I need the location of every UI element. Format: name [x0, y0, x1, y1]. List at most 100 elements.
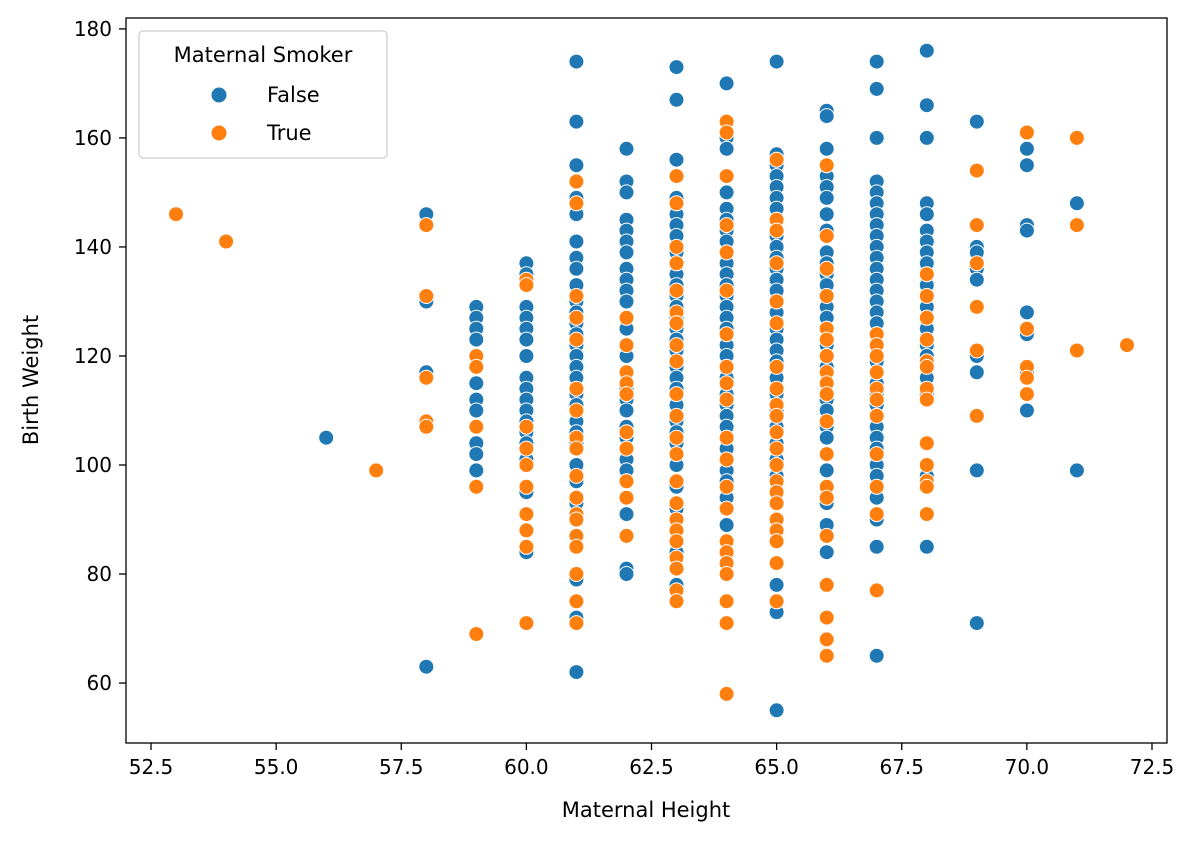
data-point-false-244 [918, 42, 935, 59]
data-point-true-130 [818, 576, 835, 593]
data-point-false-62 [618, 140, 635, 157]
data-point-true-86 [718, 500, 735, 517]
data-point-true-90 [718, 566, 735, 582]
data-point-true-98 [768, 293, 785, 310]
data-point-true-47 [618, 440, 635, 457]
data-point-false-245 [918, 97, 935, 114]
data-point-false-150 [718, 517, 735, 533]
data-point-false-180 [768, 702, 785, 719]
data-point-true-19 [518, 506, 535, 523]
y-axis-label: Birth Weight [19, 315, 43, 445]
data-point-true-126 [818, 446, 835, 463]
data-point-false-243 [868, 647, 885, 664]
data-point-true-120 [818, 331, 835, 348]
data-point-true-40 [568, 615, 585, 632]
data-point-true-70 [668, 560, 685, 577]
data-point-true-94 [768, 151, 785, 168]
y-tick-label: 60 [87, 671, 112, 695]
data-point-false-204 [818, 429, 835, 446]
data-point-false-4 [418, 658, 435, 675]
data-point-false-123 [718, 184, 735, 201]
data-point-false-68 [618, 244, 635, 261]
data-point-false-122 [718, 140, 735, 157]
data-point-true-83 [718, 429, 735, 446]
x-tick-label: 72.5 [1130, 755, 1175, 779]
data-point-false-183 [818, 140, 835, 157]
data-point-false-283 [1068, 195, 1085, 212]
data-point-true-93 [718, 685, 735, 702]
data-point-true-28 [568, 380, 585, 397]
data-point-true-157 [918, 506, 935, 523]
data-point-false-151 [768, 53, 785, 70]
y-axis: 60 80 100 120 140 160 180 [74, 17, 126, 695]
data-point-true-17 [518, 457, 535, 473]
data-point-false-120 [718, 75, 735, 92]
data-point-true-18 [518, 478, 535, 495]
data-point-true-45 [618, 386, 635, 403]
data-point-true-150 [918, 358, 935, 375]
data-point-false-182 [818, 108, 835, 125]
data-point-false-61 [568, 664, 585, 681]
data-point-true-137 [868, 364, 885, 381]
data-point-true-164 [1018, 124, 1035, 141]
data-point-true-76 [718, 217, 735, 234]
data-point-true-24 [568, 195, 585, 212]
data-point-true-48 [618, 473, 635, 490]
data-point-true-129 [818, 527, 835, 544]
data-point-false-89 [618, 566, 635, 582]
data-point-false-13 [468, 446, 485, 463]
x-tick-label: 70.0 [1005, 755, 1050, 779]
x-tick-label: 65.0 [754, 755, 799, 779]
data-point-true-117 [818, 260, 835, 277]
data-point-false-242 [868, 538, 885, 555]
data-point-true-140 [868, 407, 885, 424]
data-point-false-64 [618, 184, 635, 201]
legend-marker-false [210, 86, 228, 104]
data-point-true-81 [718, 375, 735, 392]
data-point-false-34 [568, 157, 585, 174]
data-point-true-118 [818, 288, 835, 304]
data-point-true-161 [968, 298, 985, 315]
data-point-true-55 [668, 282, 685, 299]
data-point-true-145 [918, 266, 935, 283]
data-point-true-31 [568, 440, 585, 457]
data-point-true-51 [668, 168, 685, 185]
data-point-true-72 [668, 593, 685, 610]
data-point-true-156 [918, 478, 935, 495]
legend-label-true: True [266, 121, 312, 145]
data-point-true-159 [968, 217, 985, 234]
data-point-true-52 [668, 195, 685, 212]
data-point-true-15 [518, 418, 535, 435]
data-point-false-72 [618, 293, 635, 310]
data-point-true-1 [218, 233, 235, 250]
data-point-true-152 [918, 391, 935, 408]
data-point-true-143 [868, 506, 885, 523]
data-point-true-116 [818, 228, 835, 244]
data-point-true-128 [818, 489, 835, 506]
data-point-false-278 [1018, 222, 1035, 239]
data-point-false-178 [768, 576, 785, 593]
data-point-true-144 [868, 582, 885, 599]
data-point-false-276 [1018, 157, 1035, 174]
data-point-true-97 [768, 255, 785, 272]
data-point-true-82 [718, 391, 735, 408]
data-point-true-103 [768, 407, 785, 424]
data-point-true-100 [768, 358, 785, 375]
data-point-true-141 [868, 446, 885, 463]
data-point-true-74 [718, 124, 735, 141]
data-point-true-113 [768, 555, 785, 572]
data-point-true-78 [718, 282, 735, 299]
data-point-false-282 [1018, 402, 1035, 419]
data-point-true-162 [968, 342, 985, 359]
data-point-true-163 [968, 407, 985, 424]
y-tick-label: 160 [74, 126, 112, 150]
data-point-true-33 [568, 489, 585, 506]
data-point-true-80 [718, 358, 735, 375]
data-point-true-142 [868, 478, 885, 495]
data-point-true-61 [668, 407, 685, 424]
data-point-true-62 [668, 429, 685, 446]
data-point-false-14 [468, 462, 485, 479]
data-point-false-210 [868, 53, 885, 70]
data-point-true-14 [518, 277, 535, 294]
data-point-true-131 [818, 609, 835, 626]
